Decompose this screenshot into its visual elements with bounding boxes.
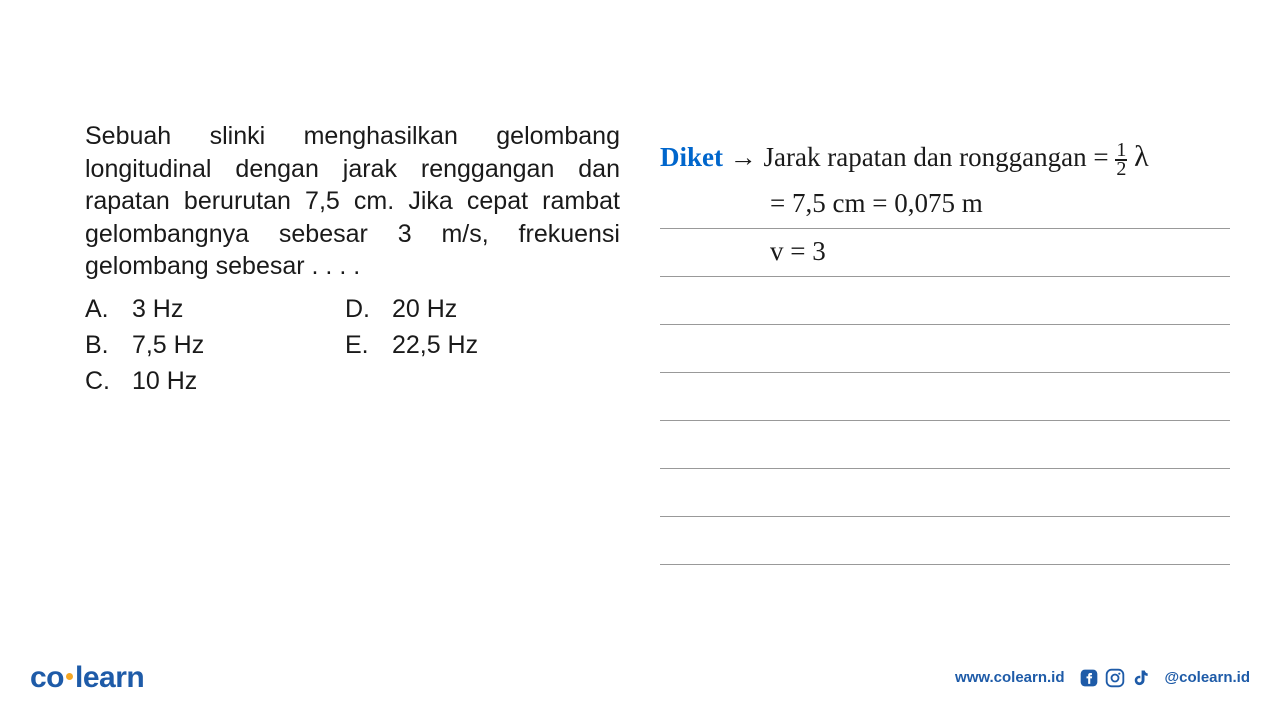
handwriting-line-2: = 7,5 cm = 0,075 m	[770, 188, 983, 219]
option-letter-e: E.	[345, 327, 385, 363]
content-area: Sebuah slinki menghasilkan gelombang lon…	[0, 0, 1280, 640]
arrow-icon: →	[730, 142, 764, 172]
instagram-icon	[1105, 668, 1125, 688]
fraction-denominator: 2	[1115, 161, 1127, 178]
ruled-line	[660, 564, 1230, 565]
question-panel: Sebuah slinki menghasilkan gelombang lon…	[0, 120, 640, 640]
option-letter-c: C.	[85, 363, 125, 399]
option-letter-a: A.	[85, 291, 125, 327]
option-value-e: 22,5 Hz	[392, 331, 478, 359]
option-a: A. 3 Hz	[85, 291, 345, 327]
handwriting-line-1: Diket → Jarak rapatan dan ronggangan = 1…	[660, 140, 1149, 178]
logo: colearn	[30, 661, 144, 695]
ruled-line	[660, 324, 1230, 325]
diket-label: Diket	[660, 142, 723, 172]
options-list: A. 3 Hz D. 20 Hz B. 7,5 Hz E. 22,5 Hz	[85, 291, 620, 400]
option-value-b: 7,5 Hz	[132, 331, 204, 359]
ruled-line	[660, 516, 1230, 517]
logo-dot-icon	[66, 673, 73, 680]
option-letter-b: B.	[85, 327, 125, 363]
option-e: E. 22,5 Hz	[345, 327, 620, 363]
logo-co: co	[30, 661, 64, 694]
website-url: www.colearn.id	[955, 669, 1064, 686]
option-letter-d: D.	[345, 291, 385, 327]
lambda-symbol: λ	[1134, 140, 1149, 173]
option-d: D. 20 Hz	[345, 291, 620, 327]
fraction-half: 1 2	[1115, 142, 1127, 178]
handwriting-text-2: = 7,5 cm = 0,075 m	[770, 188, 983, 218]
option-value-d: 20 Hz	[392, 295, 457, 323]
options-row-3: C. 10 Hz	[85, 363, 620, 399]
ruled-line	[660, 468, 1230, 469]
option-b: B. 7,5 Hz	[85, 327, 345, 363]
option-value-c: 10 Hz	[132, 367, 197, 395]
options-row-1: A. 3 Hz D. 20 Hz	[85, 291, 620, 327]
handwriting-area: Diket → Jarak rapatan dan ronggangan = 1…	[660, 120, 1230, 620]
ruled-line	[660, 228, 1230, 229]
handwriting-text-3: v = 3	[770, 236, 826, 266]
logo-learn: learn	[75, 661, 144, 694]
option-value-a: 3 Hz	[132, 295, 183, 323]
tiktok-icon	[1131, 668, 1151, 688]
footer: colearn www.colearn.id @colearn.id	[0, 650, 1280, 720]
option-c: C. 10 Hz	[85, 363, 345, 399]
ruled-line	[660, 420, 1230, 421]
social-handle: @colearn.id	[1165, 669, 1250, 686]
ruled-line	[660, 276, 1230, 277]
handwriting-text-1: Jarak rapatan dan ronggangan =	[764, 142, 1109, 172]
social-icons	[1079, 668, 1151, 688]
work-panel: Diket → Jarak rapatan dan ronggangan = 1…	[640, 120, 1280, 640]
facebook-icon	[1079, 668, 1099, 688]
question-text: Sebuah slinki menghasilkan gelombang lon…	[85, 120, 620, 283]
footer-right: www.colearn.id @colearn.id	[955, 668, 1250, 688]
ruled-line	[660, 372, 1230, 373]
handwriting-line-3: v = 3	[770, 236, 826, 267]
options-row-2: B. 7,5 Hz E. 22,5 Hz	[85, 327, 620, 363]
